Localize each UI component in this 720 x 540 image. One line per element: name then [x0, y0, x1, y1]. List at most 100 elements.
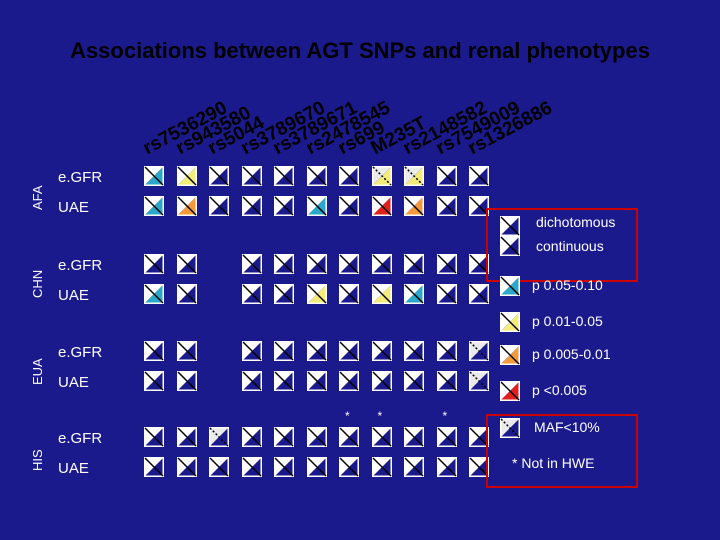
association-cell	[371, 166, 392, 186]
phenotype-label: e.GFR	[58, 169, 103, 186]
group-label: AFA	[30, 185, 45, 210]
association-cell	[241, 196, 262, 216]
association-cell	[436, 166, 457, 186]
phenotype-label: UAE	[58, 374, 89, 391]
association-cell	[176, 341, 197, 361]
association-cell	[274, 254, 294, 274]
association-cell	[436, 341, 457, 361]
group-label: EUA	[30, 358, 45, 385]
association-cell	[339, 371, 359, 391]
association-cell	[241, 254, 262, 274]
legend-maf-label: MAF<10%	[534, 419, 600, 435]
association-cell	[144, 371, 164, 391]
hwe-star: *	[442, 409, 448, 423]
association-cell	[371, 427, 392, 447]
association-cell	[241, 371, 262, 391]
association-cell	[209, 427, 229, 447]
legend-maf-cell	[500, 418, 520, 438]
association-cell	[436, 196, 457, 216]
association-cell	[339, 341, 359, 361]
association-cell	[436, 427, 457, 447]
association-cell	[274, 427, 294, 447]
hwe-star: *	[345, 409, 350, 423]
association-cell	[436, 254, 457, 274]
association-cell	[371, 254, 392, 274]
association-cell	[144, 196, 164, 216]
association-cell	[241, 457, 262, 477]
legend-p3-cell	[500, 345, 520, 365]
association-cell	[306, 196, 327, 216]
association-cell	[436, 457, 457, 477]
association-cell	[209, 166, 229, 186]
legend-continuous-label: continuous	[536, 238, 604, 254]
group-label: CHN	[30, 269, 45, 298]
association-cell	[176, 254, 197, 274]
phenotype-label: UAE	[58, 199, 89, 216]
association-cell	[176, 457, 197, 477]
association-cell	[371, 284, 392, 304]
association-cell	[404, 254, 424, 274]
association-cell	[371, 371, 392, 391]
association-cell	[306, 371, 327, 391]
association-cell	[306, 341, 327, 361]
association-cell	[339, 284, 359, 304]
association-cell	[306, 254, 327, 274]
association-cell	[176, 284, 197, 304]
association-cell	[469, 341, 489, 361]
association-cell	[404, 341, 424, 361]
association-cell	[144, 254, 164, 274]
association-cell	[306, 284, 327, 304]
legend-dichotomous-label: dichotomous	[536, 214, 616, 230]
association-cell	[209, 457, 229, 477]
association-cell	[274, 371, 294, 391]
association-cell	[176, 196, 197, 216]
association-cell	[404, 371, 424, 391]
association-cell	[306, 457, 327, 477]
association-cell	[339, 196, 359, 216]
legend-p1-cell	[500, 276, 520, 296]
association-cell	[469, 254, 489, 274]
association-cell	[241, 284, 262, 304]
hwe-star: *	[377, 409, 383, 423]
association-cell	[274, 196, 294, 216]
legend-hwe-label: * Not in HWE	[512, 455, 595, 471]
association-cell	[436, 284, 457, 304]
legend-continuous-cell	[500, 236, 520, 256]
association-cell	[306, 427, 327, 447]
association-cell	[469, 196, 489, 216]
association-cell	[144, 166, 164, 186]
legend-dichotomous-cell	[500, 216, 520, 236]
association-cell	[371, 196, 392, 216]
association-cell	[339, 254, 359, 274]
legend-p3-label: p 0.005-0.01	[532, 346, 611, 362]
association-cell	[371, 341, 392, 361]
association-cell	[241, 427, 262, 447]
association-cell	[144, 427, 164, 447]
association-cell	[469, 427, 489, 447]
association-cell	[144, 341, 164, 361]
association-cell	[274, 457, 294, 477]
association-cell	[404, 166, 424, 186]
association-cell	[339, 166, 359, 186]
association-cell	[436, 371, 457, 391]
association-cell	[469, 166, 489, 186]
legend-p2-cell	[500, 312, 520, 332]
legend-p1-label: p 0.05-0.10	[532, 277, 603, 293]
association-cell	[339, 427, 359, 447]
phenotype-label: e.GFR	[58, 344, 103, 361]
legend-p4-cell	[500, 381, 520, 401]
association-cell	[469, 284, 489, 304]
association-cell	[404, 457, 424, 477]
association-cell	[339, 457, 359, 477]
association-cell	[274, 341, 294, 361]
phenotype-label: UAE	[58, 287, 89, 304]
phenotype-label: UAE	[58, 460, 89, 477]
association-cell	[371, 457, 392, 477]
legend-highlight-box	[486, 208, 638, 282]
association-cell	[404, 196, 424, 216]
association-cell	[144, 284, 164, 304]
association-cell	[241, 166, 262, 186]
association-cell	[404, 284, 424, 304]
association-cell	[176, 427, 197, 447]
slide-title: Associations between AGT SNPs and renal …	[70, 38, 650, 63]
